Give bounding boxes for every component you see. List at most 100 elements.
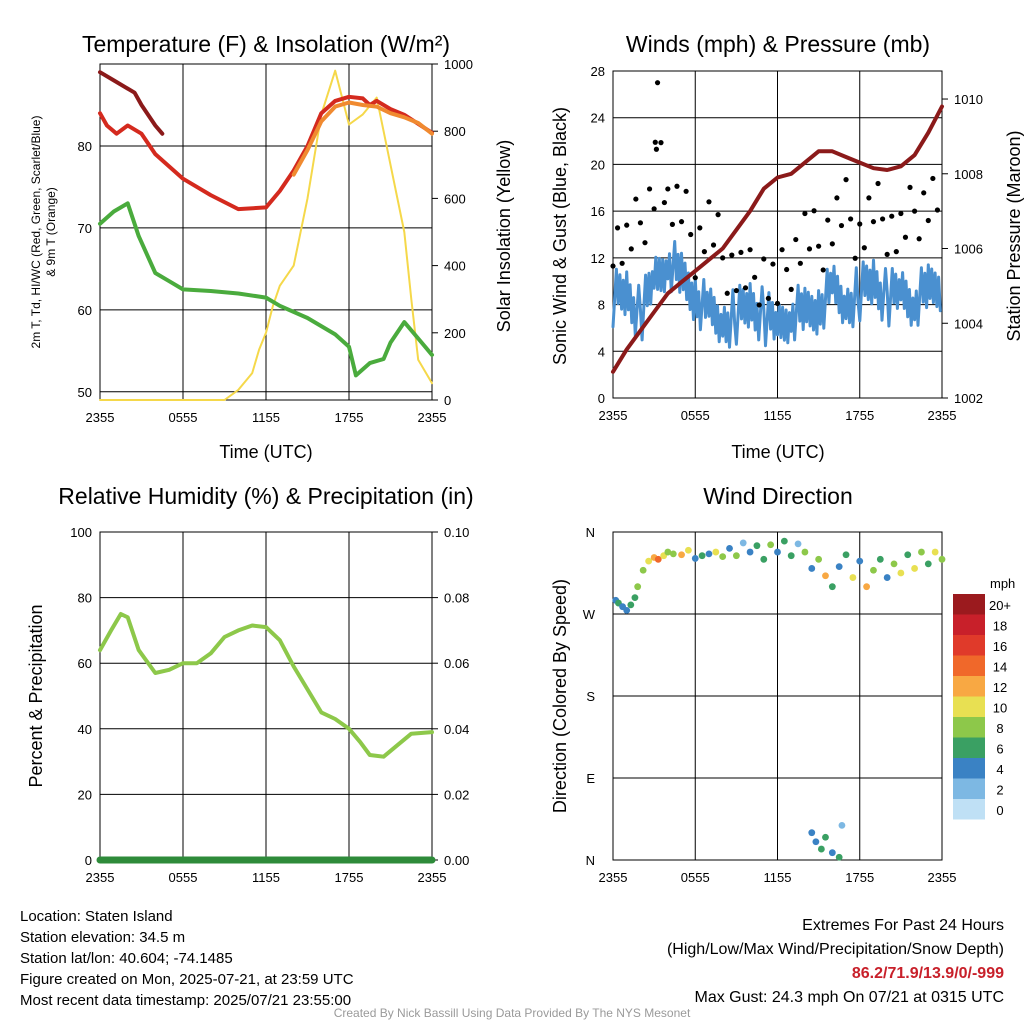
direction-point: [828, 849, 836, 857]
direction-point: [705, 550, 713, 558]
direction-point: [918, 548, 925, 556]
gust-dot: [843, 177, 849, 183]
wind-ytick-label: 0: [598, 391, 605, 406]
legend-label: 8: [996, 721, 1003, 736]
wind-ytick-right-label: 1006: [954, 242, 983, 257]
dir-ytick-label: W: [583, 607, 596, 622]
legend-swatch: [953, 696, 985, 717]
direction-point: [808, 565, 816, 572]
rh-ytick-label: 20: [78, 787, 92, 802]
gust-dot: [898, 210, 904, 217]
direction-point: [863, 583, 871, 591]
rh-ytick-right-label: 0.02: [444, 787, 469, 802]
wind-ytick-label: 24: [591, 111, 605, 126]
direction-point: [817, 845, 825, 853]
gust-dot: [729, 252, 735, 258]
direction-point: [849, 574, 857, 581]
legend-title: mph: [990, 576, 1015, 591]
direction-point: [712, 548, 720, 556]
direction-point: [808, 829, 816, 837]
wind-ytick-label: 8: [598, 298, 605, 313]
temp-chart-xtick-label: 1755: [335, 410, 364, 425]
gust-dot: [652, 139, 658, 145]
temp-ytick-label: 80: [78, 139, 92, 154]
gust-dot: [724, 290, 730, 296]
direction-point: [726, 545, 733, 552]
direction-point: [627, 601, 635, 609]
direction-point: [931, 548, 939, 556]
wind-chart-xtick-label: 1755: [845, 408, 874, 423]
gust-dot: [816, 243, 822, 249]
dir-ytick-label: S: [586, 689, 595, 704]
legend-label: 12: [993, 680, 1007, 695]
station-latlon: Station lat/lon: 40.604; -74.1485: [20, 950, 233, 967]
gust-dot: [637, 220, 644, 226]
wind-ytick-label: 12: [591, 251, 605, 266]
gust-dot: [738, 249, 744, 256]
legend-label: 18: [993, 619, 1007, 634]
gust-dot: [701, 249, 707, 255]
direction-point: [924, 560, 932, 568]
direction-point: [838, 821, 846, 829]
gust-dot: [857, 221, 863, 227]
gust-dot: [774, 300, 781, 307]
legend-swatch: [953, 758, 985, 779]
direction-point: [890, 560, 898, 568]
wind-chart-xtick-label: 1155: [764, 408, 792, 423]
direction-point: [822, 833, 829, 841]
extremes-panel: Extremes For Past 24 Hours (High/Low/Max…: [667, 914, 1004, 1010]
gust-dot: [870, 219, 877, 225]
gust-dot: [742, 285, 749, 291]
rh-chart-xtick-label: 2355: [86, 870, 115, 885]
wind-ytick-right-label: 1008: [954, 167, 983, 182]
recent-timestamp: Most recent data timestamp: 2025/07/21 2…: [20, 992, 352, 1009]
gust-dot: [628, 246, 634, 252]
gust-dot: [820, 267, 826, 273]
wind-ytick-label: 16: [591, 204, 605, 219]
direction-point: [664, 548, 672, 556]
gust-dot: [911, 208, 918, 214]
gust-dot: [646, 186, 653, 192]
temp-ylabel-1: 2m T, Td, HI/WC (Red, Green, Scarlet/Blu…: [29, 116, 43, 349]
wind-ytick-right-label: 1004: [954, 316, 983, 331]
dir-chart-xtick-label: 2355: [928, 870, 957, 885]
rh-ylabel: Percent & Precipitation: [26, 604, 46, 787]
gust-dot: [642, 240, 648, 246]
gust-dot: [770, 261, 776, 267]
credit-line: Created By Nick Bassill Using Data Provi…: [333, 1006, 691, 1020]
gust-dot: [925, 217, 931, 224]
gust-dot: [692, 275, 698, 281]
direction-point: [842, 551, 850, 559]
legend-label: 2: [996, 783, 1003, 798]
gust-dot: [875, 180, 881, 187]
extremes-values: 86.2/71.9/13.9/0/-999: [851, 965, 1004, 982]
gust-dot: [838, 222, 845, 229]
rh-ytick-label: 80: [78, 591, 92, 606]
temp-ytick-label: 60: [78, 303, 92, 318]
wind-xlabel: Time (UTC): [731, 442, 824, 462]
temp-series-line-2: [98, 201, 434, 378]
wind-chart-xtick-label: 2355: [928, 408, 957, 423]
rh-chart-xtick-label: 2355: [418, 870, 447, 885]
gust-dot: [861, 245, 867, 251]
legend-swatch: [953, 614, 985, 635]
legend-label: 20+: [989, 598, 1011, 613]
wind-ylabel: Sonic Wind & Gust (Blue, Black): [550, 107, 570, 365]
legend-swatch: [953, 594, 985, 615]
gust-dot: [934, 207, 941, 213]
legend-swatch: [953, 655, 985, 676]
direction-point: [870, 566, 877, 574]
dir-ylabel: Direction (Colored By Speed): [550, 579, 570, 813]
gust-dot: [779, 247, 785, 253]
gust-dot: [756, 302, 762, 308]
dir-chart-xtick-label: 1155: [764, 870, 792, 885]
gust-dot: [661, 199, 668, 206]
gust-dot: [674, 183, 680, 189]
dir-chart-xtick-label: 0555: [681, 870, 710, 885]
gust-dot: [916, 236, 922, 242]
direction-point: [774, 548, 781, 556]
wind-ytick-label: 4: [598, 344, 605, 359]
gust-dot: [788, 286, 794, 292]
gust-dot: [654, 80, 661, 86]
rh-line: [98, 612, 434, 759]
